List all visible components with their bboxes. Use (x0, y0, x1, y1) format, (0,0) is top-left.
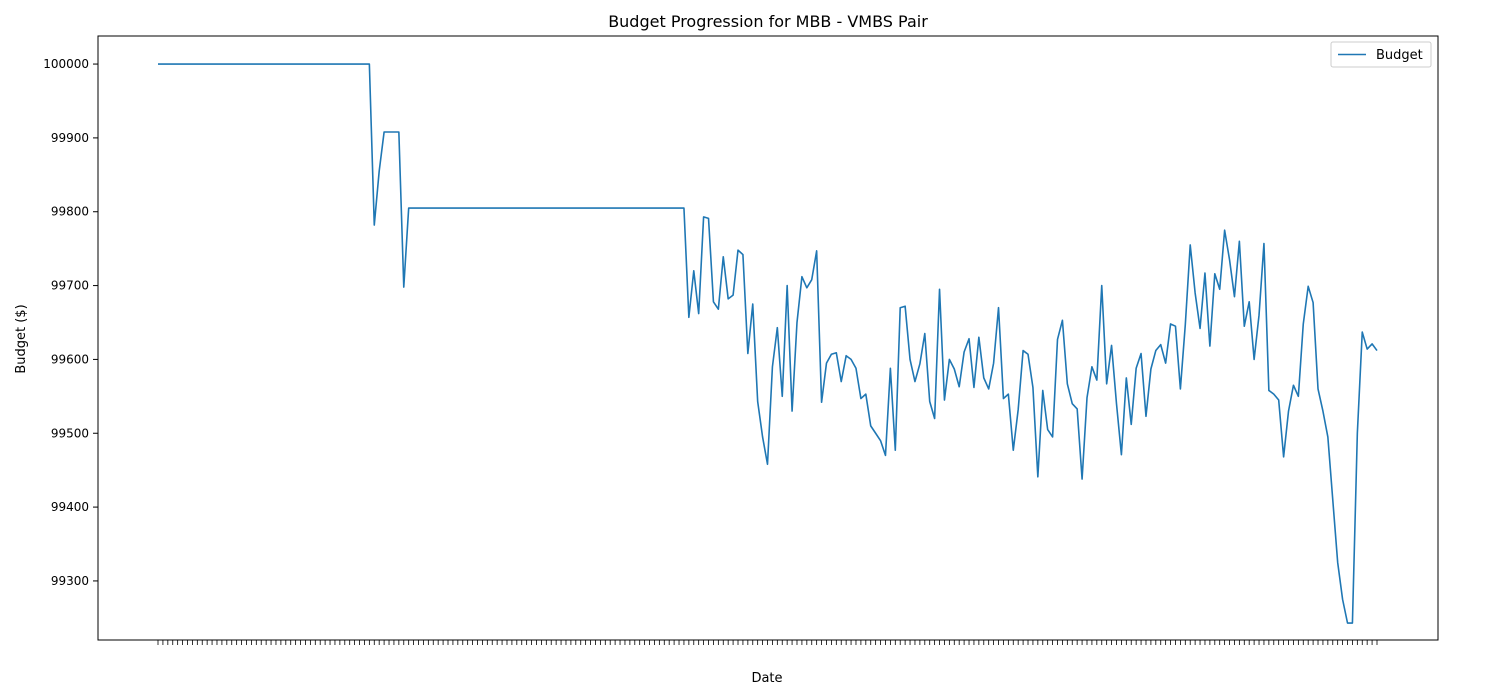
y-tick-label: 99600 (51, 352, 89, 366)
y-tick-label: 99500 (51, 426, 89, 440)
plot-area-frame (97, 35, 1439, 641)
legend-box (1330, 41, 1432, 68)
y-tick-label: 99900 (51, 131, 89, 145)
y-tick-label: 99800 (51, 205, 89, 219)
y-axis-label: Budget ($) (14, 304, 29, 373)
x-axis-label: Date (751, 671, 782, 686)
y-tick-label: 99300 (51, 574, 89, 588)
y-tick-label: 100000 (43, 57, 89, 71)
x-axis-ticks (157, 640, 1378, 645)
chart-title: Budget Progression for MBB - VMBS Pair (608, 12, 928, 31)
y-tick-label: 99700 (51, 279, 89, 293)
y-axis: 99300 99400 99500 99600 99700 99800 99900 10000… (43, 57, 98, 588)
budget-series-line (158, 63, 1378, 624)
y-tick-label: 99400 (51, 500, 89, 514)
legend-label-budget: Budget (1376, 48, 1423, 63)
legend: Budget (1330, 41, 1432, 68)
